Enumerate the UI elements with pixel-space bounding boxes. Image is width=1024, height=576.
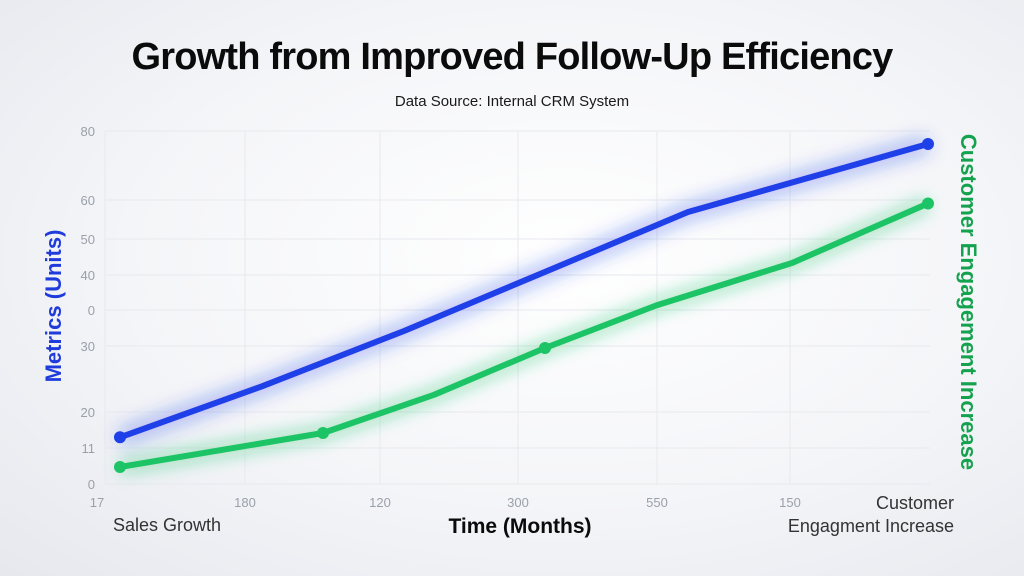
x-tick-label: 300 xyxy=(507,495,529,510)
y-tick-label: 30 xyxy=(81,339,95,354)
x-tick-label: 120 xyxy=(369,495,391,510)
customer-engagement-label: Customer Engagment Increase xyxy=(740,492,954,538)
y-tick-label: 50 xyxy=(81,232,95,247)
y-axis-label-right: Customer Engagement Increase xyxy=(956,133,981,471)
series-line xyxy=(117,200,931,470)
data-point xyxy=(539,342,551,354)
customer-engagement-label-line1: Customer xyxy=(875,493,954,513)
series-0 xyxy=(114,136,934,445)
chart-title: Growth from Improved Follow-Up Efficienc… xyxy=(131,36,893,78)
y-axis-label-left: Metrics (Units) xyxy=(41,229,66,383)
data-point xyxy=(114,431,126,444)
x-tick-label: 550 xyxy=(646,495,668,510)
x-tick-label: 150 xyxy=(779,495,801,510)
sales-growth-label: Sales Growth xyxy=(113,515,222,535)
x-axis-label: Time (Months) xyxy=(448,515,592,538)
customer-engagement-label-line2: Engagment Increase xyxy=(787,516,954,536)
series-glow xyxy=(118,196,932,475)
y-tick-label: 40 xyxy=(81,268,95,283)
data-point xyxy=(922,197,934,210)
y-tick-label: 80 xyxy=(81,124,95,139)
series-1 xyxy=(114,196,934,475)
y-tick-label: 0 xyxy=(88,477,95,492)
data-point xyxy=(922,138,934,150)
chart-series xyxy=(114,136,934,475)
series-line xyxy=(117,141,931,441)
data-point xyxy=(114,461,126,473)
x-tick-label: 17 xyxy=(90,495,104,510)
y-tick-label: 11 xyxy=(82,441,96,456)
chart-subtitle: Data Source: Internal CRM System xyxy=(394,93,630,110)
data-point xyxy=(317,427,329,439)
x-tick-label: 180 xyxy=(234,495,256,510)
y-tick-label: 0 xyxy=(88,303,95,318)
y-tick-label: 20 xyxy=(81,405,95,420)
y-tick-label: 60 xyxy=(81,193,95,208)
